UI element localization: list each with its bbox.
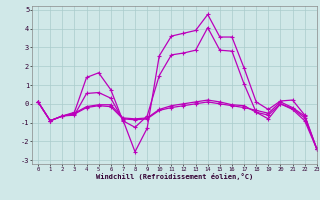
X-axis label: Windchill (Refroidissement éolien,°C): Windchill (Refroidissement éolien,°C): [96, 173, 253, 180]
